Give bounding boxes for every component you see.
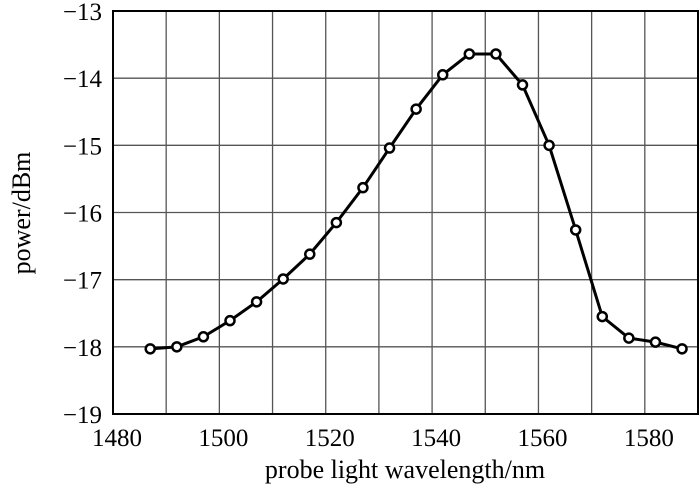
data-point <box>596 310 609 323</box>
data-point <box>357 181 369 194</box>
series-power <box>144 48 688 355</box>
data-point <box>516 79 529 91</box>
data-point <box>436 69 449 81</box>
x-tick-label: 1480 <box>92 425 142 452</box>
data-point <box>224 314 236 327</box>
data-point <box>304 248 316 260</box>
y-axis-label: power/dBm <box>7 152 36 275</box>
data-point <box>410 103 422 115</box>
data-point <box>676 343 688 355</box>
data-point <box>144 343 156 355</box>
y-tick-label: −15 <box>63 133 102 160</box>
y-tick-label: −14 <box>63 66 103 93</box>
y-tick-label: −16 <box>63 201 102 228</box>
x-tick-label: 1520 <box>305 425 355 452</box>
data-point <box>490 48 502 60</box>
y-tick-label: −17 <box>63 268 102 295</box>
data-point <box>197 331 210 343</box>
data-point <box>330 216 343 229</box>
data-point <box>463 48 476 60</box>
y-tick-label: −13 <box>63 0 102 26</box>
data-point <box>543 139 555 152</box>
data-point <box>649 336 662 348</box>
data-point <box>569 224 582 236</box>
x-tick-label: 1560 <box>517 425 567 452</box>
data-point <box>383 142 396 154</box>
plot-frame <box>112 10 699 415</box>
series-line <box>150 52 683 351</box>
grid <box>112 10 699 415</box>
x-tick-label: 1500 <box>198 425 248 452</box>
data-point <box>277 273 289 285</box>
x-tick-label: 1580 <box>624 425 674 452</box>
x-tick-label: 1540 <box>411 425 461 452</box>
data-point <box>250 296 263 308</box>
y-tick-label: −19 <box>63 402 102 429</box>
tick-labels: 1480 1500 1520 1540 1560 1580 −13 −14 −15 −16 −17 −… <box>63 0 674 452</box>
data-point <box>171 341 183 353</box>
y-tick-label: −18 <box>63 335 102 362</box>
x-axis-label: probe light wavelength/nm <box>265 455 545 484</box>
data-point <box>623 332 635 344</box>
